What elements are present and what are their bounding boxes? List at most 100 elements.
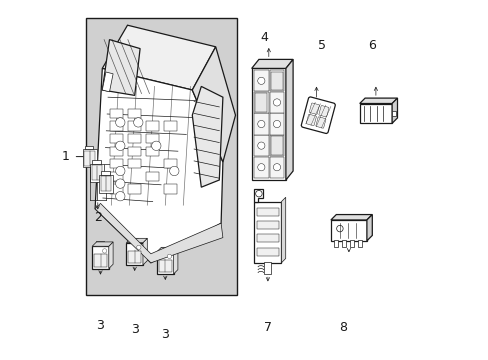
- Text: 4: 4: [260, 31, 268, 44]
- Bar: [130, 238, 138, 243]
- Circle shape: [169, 166, 179, 176]
- Polygon shape: [102, 40, 140, 95]
- Bar: [110, 134, 123, 143]
- Text: 3: 3: [161, 328, 169, 341]
- Bar: [86, 18, 237, 295]
- Polygon shape: [157, 247, 178, 252]
- Bar: [110, 159, 123, 168]
- Bar: [161, 247, 168, 252]
- Bar: [110, 172, 123, 181]
- Circle shape: [336, 225, 343, 232]
- FancyBboxPatch shape: [305, 114, 316, 126]
- Circle shape: [115, 179, 125, 188]
- Polygon shape: [359, 98, 397, 104]
- Bar: [94, 255, 107, 267]
- Bar: [253, 70, 268, 91]
- Polygon shape: [102, 25, 215, 90]
- Text: 2: 2: [94, 211, 102, 224]
- Text: 7: 7: [264, 321, 271, 334]
- Circle shape: [257, 77, 264, 85]
- Bar: [257, 208, 278, 216]
- Bar: [128, 134, 141, 143]
- Bar: [164, 121, 177, 131]
- Bar: [128, 109, 141, 118]
- Circle shape: [115, 166, 125, 176]
- Circle shape: [151, 141, 161, 150]
- Bar: [359, 104, 391, 123]
- Bar: [82, 149, 96, 167]
- Bar: [269, 135, 284, 156]
- Bar: [253, 135, 268, 156]
- Bar: [126, 243, 142, 265]
- Text: 3: 3: [96, 319, 104, 332]
- Circle shape: [102, 249, 106, 253]
- Polygon shape: [366, 215, 371, 241]
- Bar: [254, 202, 281, 263]
- FancyBboxPatch shape: [315, 117, 325, 128]
- Bar: [269, 157, 284, 178]
- Bar: [342, 240, 346, 247]
- FancyBboxPatch shape: [318, 105, 328, 117]
- Bar: [257, 221, 278, 229]
- Bar: [128, 184, 141, 194]
- Bar: [146, 172, 159, 181]
- Circle shape: [115, 192, 125, 201]
- Polygon shape: [95, 68, 223, 263]
- Text: 3: 3: [130, 323, 139, 336]
- FancyBboxPatch shape: [309, 103, 319, 114]
- Circle shape: [257, 163, 264, 171]
- Bar: [128, 251, 141, 263]
- Bar: [110, 121, 123, 131]
- Bar: [255, 93, 267, 112]
- Polygon shape: [192, 86, 223, 187]
- Bar: [358, 240, 361, 247]
- Polygon shape: [126, 238, 147, 243]
- Bar: [146, 134, 159, 143]
- Circle shape: [273, 121, 280, 128]
- Bar: [269, 113, 284, 135]
- Bar: [91, 165, 102, 180]
- Polygon shape: [251, 59, 292, 68]
- Bar: [257, 248, 278, 256]
- Text: 5: 5: [317, 39, 325, 51]
- Bar: [84, 151, 95, 166]
- Polygon shape: [285, 59, 292, 180]
- Bar: [110, 147, 123, 156]
- Bar: [96, 241, 103, 246]
- Bar: [92, 246, 108, 269]
- Text: 8: 8: [339, 321, 347, 334]
- Bar: [269, 92, 284, 113]
- Circle shape: [273, 163, 280, 171]
- Text: 6: 6: [367, 39, 375, 51]
- Polygon shape: [391, 98, 397, 123]
- Text: 1: 1: [62, 150, 70, 163]
- Bar: [101, 176, 111, 191]
- Circle shape: [273, 99, 280, 106]
- Bar: [270, 72, 283, 90]
- Circle shape: [115, 141, 125, 150]
- Circle shape: [257, 121, 264, 128]
- Bar: [90, 164, 103, 182]
- Bar: [85, 146, 93, 149]
- Bar: [99, 175, 113, 193]
- Polygon shape: [92, 242, 113, 246]
- Bar: [157, 252, 173, 274]
- Bar: [257, 234, 278, 242]
- Bar: [128, 121, 141, 131]
- Circle shape: [115, 118, 125, 127]
- Polygon shape: [281, 197, 285, 263]
- Bar: [334, 240, 337, 247]
- Bar: [391, 111, 395, 116]
- Bar: [253, 92, 268, 113]
- Bar: [88, 20, 235, 293]
- Circle shape: [255, 190, 262, 197]
- Circle shape: [133, 118, 142, 127]
- Bar: [146, 147, 159, 156]
- Bar: [269, 70, 284, 91]
- Bar: [146, 121, 159, 131]
- Circle shape: [257, 142, 264, 149]
- Bar: [92, 160, 101, 164]
- Polygon shape: [108, 242, 113, 269]
- FancyBboxPatch shape: [301, 97, 335, 134]
- Circle shape: [137, 245, 141, 249]
